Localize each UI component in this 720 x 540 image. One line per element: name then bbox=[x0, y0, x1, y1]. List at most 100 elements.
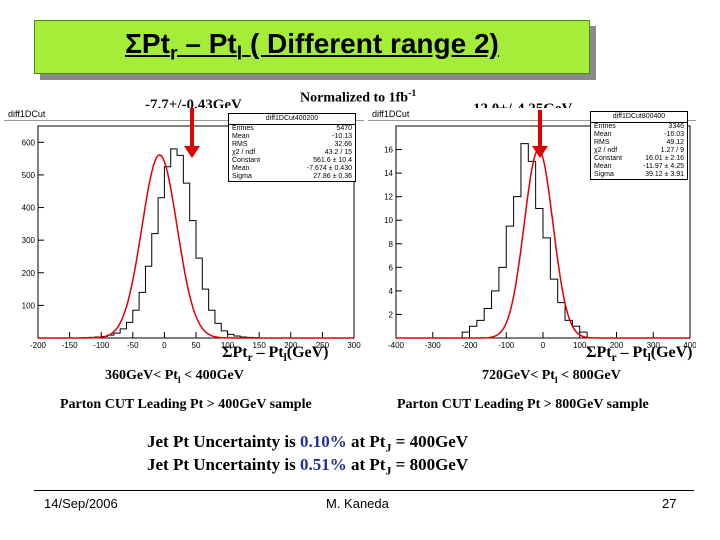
stats-key: RMS bbox=[594, 139, 610, 146]
range-part: < 800GeV bbox=[557, 368, 621, 383]
stats-key: Mean bbox=[232, 165, 250, 172]
stats-key: RMS bbox=[232, 141, 248, 148]
stats-row: Entries 3346 bbox=[591, 123, 687, 131]
stats-value: 27.86 ± 0.36 bbox=[313, 173, 352, 180]
stats-key: Constant bbox=[594, 155, 623, 162]
stats-value: -7.674 ± 0.430 bbox=[306, 165, 352, 172]
stats-value: -16.03 bbox=[664, 131, 684, 138]
stats-key: Mean bbox=[232, 133, 250, 140]
stats-key: Mean bbox=[594, 163, 612, 170]
x-tick-label: -300 bbox=[425, 341, 442, 350]
right-peak-arrow-icon bbox=[532, 110, 548, 158]
right-stats-title: diff1DCut800400 bbox=[591, 112, 687, 123]
left-stats-box: diff1DCut400200 Entries 5470 Mean -10.13 RMS… bbox=[228, 113, 356, 182]
title-part: – Pt bbox=[177, 28, 237, 60]
right-x-axis-label: ΣPtr – Ptl(GeV) bbox=[586, 344, 693, 364]
header-separator bbox=[4, 120, 364, 121]
stats-value: 32.66 bbox=[334, 141, 352, 148]
left-histogram-svg: 100 200 300 400 500 600 -200 -150 -100 -50 0 50 100 1… bbox=[22, 125, 361, 350]
norm-sup: -1 bbox=[408, 88, 417, 99]
x-tick-label: -50 bbox=[127, 341, 139, 350]
axis-part: ΣPt bbox=[222, 344, 248, 361]
y-tick-label: 500 bbox=[22, 171, 36, 180]
title-sub: r bbox=[169, 42, 178, 65]
unc-sub: J bbox=[385, 463, 392, 478]
y-tick-label: 2 bbox=[389, 310, 394, 319]
y-tick-label: 4 bbox=[389, 287, 394, 296]
y-tick-label: 12 bbox=[384, 193, 393, 202]
x-tick-label: 400 bbox=[683, 341, 696, 350]
x-tick-label: 100 bbox=[221, 341, 235, 350]
stats-key: Entries bbox=[232, 125, 254, 132]
x-tick-label: 300 bbox=[347, 341, 361, 350]
right-range-label: 720GeV< Ptl < 800GeV bbox=[482, 368, 621, 386]
y-tick-label: 300 bbox=[22, 236, 36, 245]
y-tick-label: 8 bbox=[389, 240, 394, 249]
stats-value: 43.2 / 15 bbox=[324, 149, 352, 156]
unc-text: at Pt bbox=[346, 432, 386, 451]
unc-text: Jet Pt Uncertainty is bbox=[147, 432, 300, 451]
stats-row: χ2 / ndf 43.2 / 15 bbox=[229, 149, 355, 157]
unc-value: 0.10% bbox=[299, 432, 347, 451]
x-tick-label: 50 bbox=[192, 341, 201, 350]
stats-row: Mean -7.674 ± 0.430 bbox=[229, 165, 355, 173]
x-tick-label: -200 bbox=[461, 341, 478, 350]
unc-text: at Pt bbox=[346, 455, 386, 474]
stats-row: Constant 561.6 ± 10.4 bbox=[229, 157, 355, 165]
y-tick-label: 200 bbox=[22, 269, 36, 278]
unc-text: = 400GeV bbox=[391, 432, 469, 451]
axis-sub: r bbox=[611, 352, 617, 365]
y-tick-label: 600 bbox=[22, 138, 36, 147]
footer-rule bbox=[34, 490, 694, 491]
right-panel-header-text: diff1DCut bbox=[372, 109, 410, 119]
header-separator bbox=[368, 120, 696, 121]
x-tick-label: -150 bbox=[62, 341, 79, 350]
stats-row: Mean -10.13 bbox=[229, 133, 355, 141]
left-panel-header-text: diff1DCut bbox=[8, 109, 46, 119]
range-sub: l bbox=[554, 374, 558, 386]
x-tick-label: 300 bbox=[647, 341, 661, 350]
stats-row: Constant 16.01 ± 2.16 bbox=[591, 155, 687, 163]
x-tick-label: 200 bbox=[284, 341, 298, 350]
x-tick-label: 0 bbox=[162, 341, 167, 350]
stats-row: Entries 5470 bbox=[229, 125, 355, 133]
axis-part: – Pt bbox=[252, 344, 284, 361]
axis-part: ΣPt bbox=[586, 344, 612, 361]
axis-sub: r bbox=[247, 352, 253, 365]
gaussian-fit-line bbox=[396, 148, 690, 339]
x-tick-label: 0 bbox=[541, 341, 546, 350]
range-part: 720GeV< Pt bbox=[482, 368, 555, 383]
normalization-label: Normalized to 1fb-1 bbox=[300, 88, 416, 107]
x-tick-label: -400 bbox=[388, 341, 405, 350]
stats-value: -11.97 ± 4.25 bbox=[643, 163, 684, 170]
stats-key: Constant bbox=[232, 157, 261, 164]
x-tick-label: 200 bbox=[610, 341, 624, 350]
gaussian-fit-line bbox=[38, 153, 354, 339]
axis-sub: l bbox=[283, 352, 287, 365]
left-cut-label: Parton CUT Leading Pt > 400GeV sample bbox=[60, 397, 312, 412]
x-tick-label: 150 bbox=[253, 341, 267, 350]
stats-key: χ2 / ndf bbox=[594, 147, 618, 154]
range-part: 360GeV< Pt bbox=[105, 368, 178, 383]
stats-row: Mean -16.03 bbox=[591, 131, 687, 139]
y-tick-label: 6 bbox=[389, 263, 394, 272]
uncertainty-line-800: Jet Pt Uncertainty is 0.51% at PtJ = 800… bbox=[147, 455, 468, 478]
stats-value: 3346 bbox=[668, 123, 684, 130]
y-tick-label: 16 bbox=[384, 146, 393, 155]
y-tick-label: 14 bbox=[384, 169, 393, 178]
y-tick-label: 10 bbox=[384, 216, 393, 225]
x-tick-label: 100 bbox=[573, 341, 587, 350]
norm-text: Normalized to 1fb bbox=[300, 90, 409, 106]
stats-value: 561.6 ± 10.4 bbox=[313, 157, 352, 164]
stats-row: Sigma 39.12 ± 3.91 bbox=[591, 171, 687, 179]
y-tick-label: 100 bbox=[22, 301, 36, 310]
unc-text: Jet Pt Uncertainty is bbox=[147, 455, 300, 474]
axis-part: (GeV) bbox=[650, 344, 693, 361]
stats-value: 16.01 ± 2.16 bbox=[645, 155, 684, 162]
x-tick-label: -100 bbox=[498, 341, 515, 350]
stats-row: Sigma 27.86 ± 0.36 bbox=[229, 173, 355, 181]
stats-value: 5470 bbox=[336, 125, 352, 132]
page-number: 27 bbox=[662, 496, 677, 511]
stats-row: RMS 49.12 bbox=[591, 139, 687, 147]
stats-key: Mean bbox=[594, 131, 612, 138]
